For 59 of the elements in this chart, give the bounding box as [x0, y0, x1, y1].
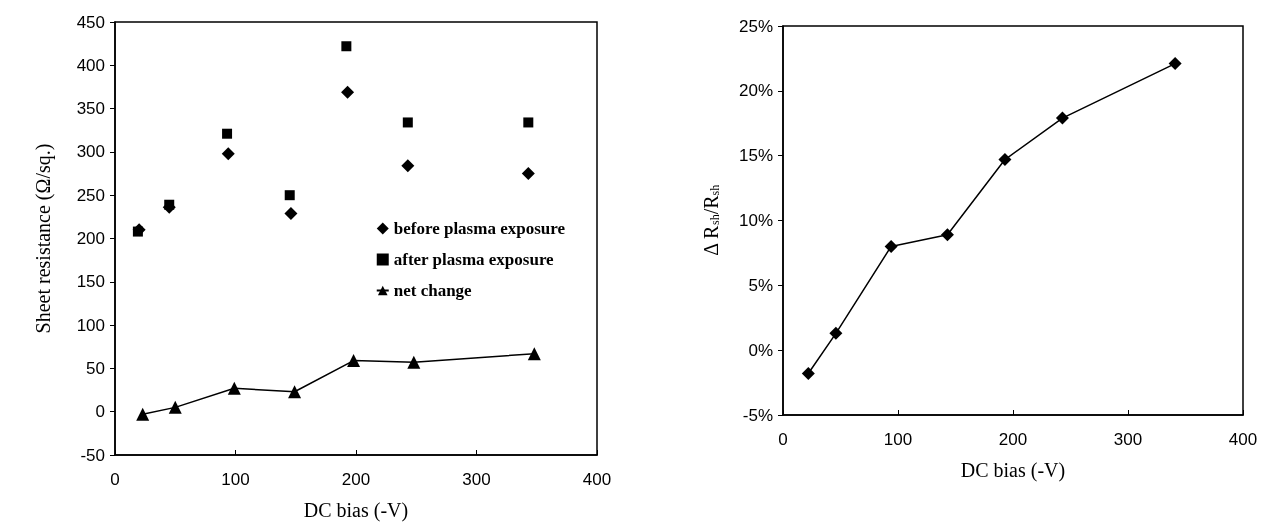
point — [521, 167, 535, 181]
point — [136, 407, 150, 421]
point — [829, 326, 843, 340]
y-tick-label: 400 — [76, 55, 105, 75]
point — [940, 228, 954, 242]
point — [884, 239, 898, 253]
x-tick-label: 400 — [582, 470, 612, 489]
y-tick-label: 10% — [738, 211, 773, 230]
point — [523, 117, 534, 128]
y-tick-label: 300 — [76, 142, 105, 162]
x-axis-title: DC bias (-V) — [303, 499, 409, 522]
x-tick-label: 300 — [462, 470, 491, 489]
point — [1055, 111, 1069, 125]
point — [347, 354, 361, 368]
y-tick-label: 0 — [95, 402, 105, 422]
point — [227, 381, 241, 395]
legend-label: before plasma exposure — [393, 219, 566, 238]
legend-label: net change — [393, 281, 473, 300]
point — [221, 147, 235, 161]
x-tick-label: 200 — [341, 470, 371, 489]
y-axis-title: Δ Rsh/Rsh — [700, 184, 722, 256]
y-tick-label: 150 — [76, 272, 105, 292]
point — [341, 41, 352, 52]
y-tick-label: 50 — [86, 358, 105, 378]
y-tick-label: -50 — [80, 445, 105, 465]
point — [288, 385, 302, 399]
y-axis-title: Sheet resistance (Ω/sq.) — [32, 143, 55, 334]
y-tick-label: 20% — [738, 81, 773, 101]
y-tick-label: 15% — [738, 146, 773, 166]
x-tick-label: 400 — [1228, 430, 1258, 449]
y-tick-label: -5% — [742, 405, 773, 425]
x-tick-label: 100 — [883, 430, 913, 449]
y-tick-label: 5% — [748, 275, 773, 295]
y-tick-label: 200 — [76, 229, 105, 248]
point — [801, 367, 815, 381]
x-tick-label: 200 — [998, 430, 1028, 449]
point — [527, 347, 541, 361]
y-tick-label: 25% — [738, 16, 773, 36]
x-tick-label: 300 — [1113, 430, 1143, 449]
point — [998, 153, 1012, 167]
y-tick-label: 450 — [76, 12, 105, 32]
y-tick-label: 350 — [76, 99, 105, 119]
point — [284, 190, 295, 201]
x-tick-label: 100 — [221, 470, 250, 489]
y-tick-label: 0% — [748, 340, 773, 360]
x-axis-title: DC bias (-V) — [960, 459, 1066, 482]
point — [402, 117, 413, 128]
point — [401, 159, 415, 173]
point — [341, 85, 355, 99]
point — [222, 128, 233, 139]
point — [1168, 57, 1182, 71]
point — [284, 206, 298, 220]
point — [407, 355, 421, 369]
x-tick-label: 0 — [110, 470, 120, 489]
y-tick-label: 100 — [76, 315, 105, 335]
point — [168, 400, 182, 414]
legend-label: after plasma exposure — [393, 250, 555, 269]
x-tick-label: 0 — [778, 430, 788, 449]
y-tick-label: 250 — [76, 185, 105, 205]
